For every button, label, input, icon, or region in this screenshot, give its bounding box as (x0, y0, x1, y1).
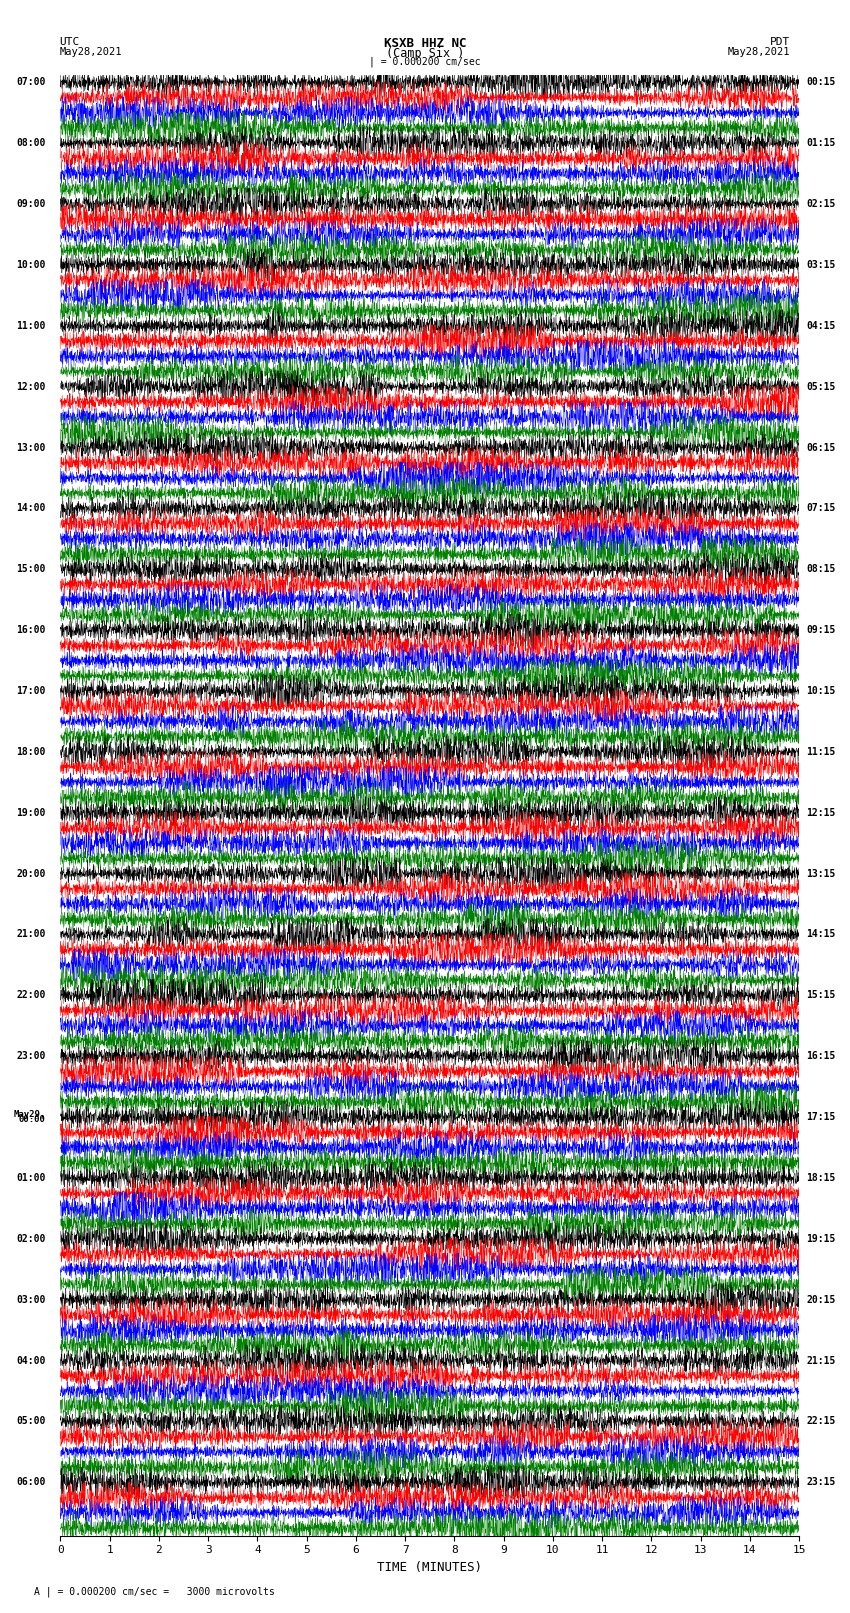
Text: 12:15: 12:15 (807, 808, 836, 818)
Text: 21:00: 21:00 (16, 929, 46, 939)
Text: 03:15: 03:15 (807, 260, 836, 269)
Text: 17:00: 17:00 (16, 686, 46, 695)
Text: 18:15: 18:15 (807, 1173, 836, 1182)
Text: May28,2021: May28,2021 (60, 47, 122, 56)
Text: 12:00: 12:00 (16, 382, 46, 392)
Text: 20:15: 20:15 (807, 1295, 836, 1305)
Text: 08:00: 08:00 (16, 139, 46, 148)
Text: 02:00: 02:00 (16, 1234, 46, 1244)
Text: KSXB HHZ NC: KSXB HHZ NC (383, 37, 467, 50)
Text: 00:15: 00:15 (807, 77, 836, 87)
Text: 07:00: 07:00 (16, 77, 46, 87)
Text: 16:15: 16:15 (807, 1052, 836, 1061)
Text: 11:15: 11:15 (807, 747, 836, 756)
Text: 10:15: 10:15 (807, 686, 836, 695)
Text: 03:00: 03:00 (16, 1295, 46, 1305)
Text: 08:15: 08:15 (807, 565, 836, 574)
Text: 13:00: 13:00 (16, 442, 46, 453)
Text: 23:15: 23:15 (807, 1478, 836, 1487)
Text: 04:15: 04:15 (807, 321, 836, 331)
Text: 16:00: 16:00 (16, 626, 46, 636)
Text: (Camp Six ): (Camp Six ) (386, 47, 464, 60)
Text: 20:00: 20:00 (16, 868, 46, 879)
Text: 01:15: 01:15 (807, 139, 836, 148)
Text: 06:00: 06:00 (16, 1478, 46, 1487)
Text: 00:00: 00:00 (19, 1115, 46, 1124)
Text: 09:15: 09:15 (807, 626, 836, 636)
Text: 22:15: 22:15 (807, 1416, 836, 1426)
Text: 23:00: 23:00 (16, 1052, 46, 1061)
Text: 18:00: 18:00 (16, 747, 46, 756)
Text: 06:15: 06:15 (807, 442, 836, 453)
Text: 19:15: 19:15 (807, 1234, 836, 1244)
Text: 17:15: 17:15 (807, 1111, 836, 1123)
Text: A | = 0.000200 cm/sec =   3000 microvolts: A | = 0.000200 cm/sec = 3000 microvolts (34, 1586, 275, 1597)
Text: 02:15: 02:15 (807, 198, 836, 210)
Text: UTC: UTC (60, 37, 80, 47)
Text: 15:15: 15:15 (807, 990, 836, 1000)
Text: 14:00: 14:00 (16, 503, 46, 513)
Text: PDT: PDT (770, 37, 790, 47)
Text: 21:15: 21:15 (807, 1355, 836, 1366)
Text: 19:00: 19:00 (16, 808, 46, 818)
Text: | = 0.000200 cm/sec: | = 0.000200 cm/sec (369, 56, 481, 68)
Text: 05:00: 05:00 (16, 1416, 46, 1426)
Text: 15:00: 15:00 (16, 565, 46, 574)
Text: 07:15: 07:15 (807, 503, 836, 513)
Text: 04:00: 04:00 (16, 1355, 46, 1366)
Text: 13:15: 13:15 (807, 868, 836, 879)
Text: 14:15: 14:15 (807, 929, 836, 939)
Text: 05:15: 05:15 (807, 382, 836, 392)
Text: 11:00: 11:00 (16, 321, 46, 331)
Text: 10:00: 10:00 (16, 260, 46, 269)
Text: 01:00: 01:00 (16, 1173, 46, 1182)
Text: 22:00: 22:00 (16, 990, 46, 1000)
Text: May28,2021: May28,2021 (728, 47, 791, 56)
Text: 09:00: 09:00 (16, 198, 46, 210)
Text: May29,: May29, (14, 1110, 46, 1119)
X-axis label: TIME (MINUTES): TIME (MINUTES) (377, 1561, 482, 1574)
